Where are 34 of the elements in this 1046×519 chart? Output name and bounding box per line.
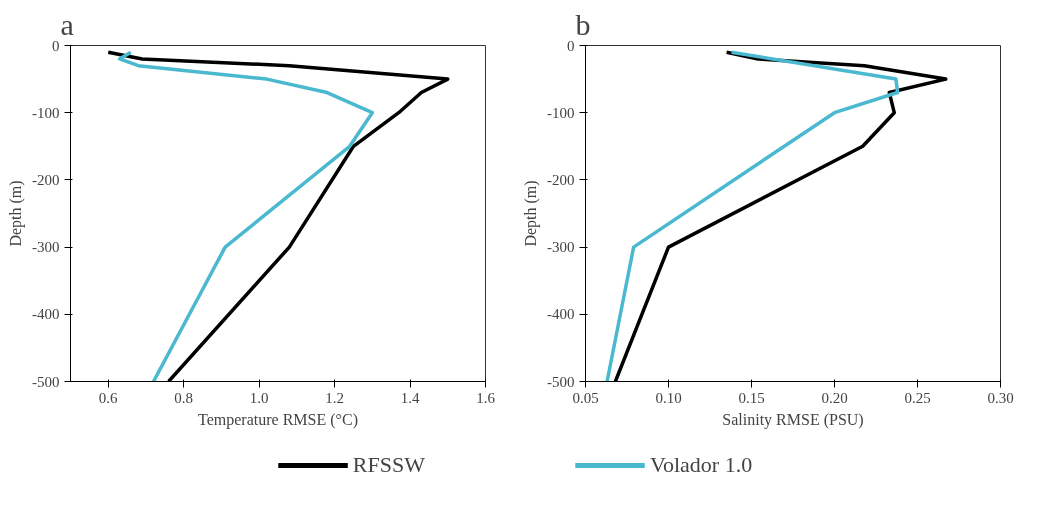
chart-title: b bbox=[575, 7, 591, 41]
legend-label: Volador 1.0 bbox=[649, 452, 753, 478]
y-tick-label: -200 bbox=[547, 171, 575, 188]
x-axis-title: Temperature RMSE (°C) bbox=[198, 410, 358, 429]
y-axis-title: Depth (m) bbox=[7, 180, 25, 247]
y-tick-label: -500 bbox=[32, 373, 60, 390]
y-tick-label: -400 bbox=[32, 306, 60, 323]
x-tick-label: 0.10 bbox=[655, 389, 682, 406]
y-tick-label: -500 bbox=[547, 373, 575, 390]
x-tick-label: 1.0 bbox=[249, 389, 269, 406]
x-tick-label: 0.20 bbox=[821, 389, 848, 406]
x-tick-label: 0.05 bbox=[572, 389, 599, 406]
x-tick-label: 1.4 bbox=[400, 389, 420, 406]
line-series bbox=[117, 50, 375, 382]
x-axis-title: Salinity RMSE (PSU) bbox=[722, 410, 864, 429]
x-tick-label: 0.30 bbox=[987, 389, 1014, 406]
x-tick-label: 0.8 bbox=[174, 389, 194, 406]
y-tick-label: 0 bbox=[567, 37, 575, 54]
y-tick-label: -400 bbox=[547, 306, 575, 323]
y-tick-label: 0 bbox=[52, 37, 60, 54]
y-tick-label: -100 bbox=[547, 104, 575, 121]
y-tick-label: -100 bbox=[32, 104, 60, 121]
chart-title: a bbox=[60, 7, 74, 41]
x-tick-label: 1.6 bbox=[476, 389, 496, 406]
line-series bbox=[605, 50, 900, 382]
x-tick-label: 0.15 bbox=[738, 389, 765, 406]
y-axis-title: Depth (m) bbox=[522, 180, 540, 247]
x-tick-label: 1.2 bbox=[325, 389, 344, 406]
x-tick-label: 0.25 bbox=[904, 389, 931, 406]
legend-label: RFSSW bbox=[352, 452, 425, 478]
y-tick-label: -300 bbox=[547, 239, 575, 256]
y-tick-label: -200 bbox=[32, 171, 60, 188]
x-tick-label: 0.6 bbox=[98, 389, 119, 406]
y-tick-label: -300 bbox=[32, 239, 60, 256]
